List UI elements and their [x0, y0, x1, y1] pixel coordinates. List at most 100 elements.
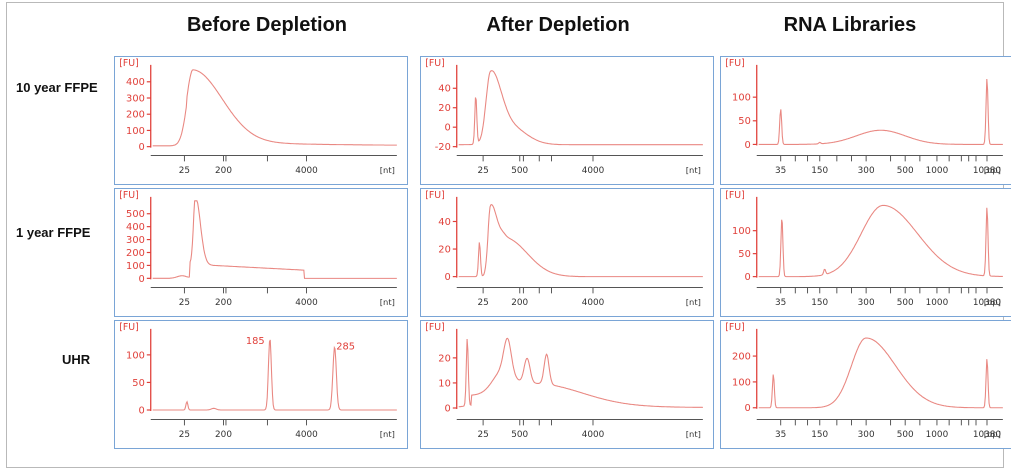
electropherogram-plot: [FU] 0 100 200 300 400 500 25 200 4000 [nt] [119, 190, 397, 308]
y-axis-unit-label: [FU] [725, 190, 745, 201]
x-axis-unit-label: [nt] [686, 297, 701, 307]
column-title-before-depletion: Before Depletion [186, 14, 348, 36]
x-tick-label: 500 [511, 166, 528, 176]
x-axis-unit-label: [nt] [380, 429, 395, 439]
x-tick-label: 25 [179, 430, 190, 440]
x-tick-label: 1000 [926, 298, 949, 308]
x-tick-label: 300 [858, 298, 875, 308]
electropherogram-panel: [FU] 0 20 40 25 200 4000 [nt] [420, 188, 714, 317]
x-tick-label: 4000 [582, 430, 605, 440]
x-tick-label: 300 [858, 430, 875, 440]
y-axis-unit-label: [FU] [425, 190, 445, 201]
x-tick-label: 4000 [295, 430, 318, 440]
fluorescence-trace [458, 337, 703, 408]
y-tick-label: 0 [445, 123, 451, 134]
x-tick-label: 1000 [926, 430, 949, 440]
x-tick-label: 1000 [926, 166, 949, 176]
y-tick-label: 20 [438, 103, 451, 114]
fluorescence-trace [458, 70, 703, 146]
y-tick-label: 0 [745, 140, 751, 151]
y-tick-label: 200 [732, 352, 751, 363]
electropherogram-panel: [FU] 0 100 200 300 400 500 25 200 4000 [nt] [114, 188, 408, 317]
y-tick-label: 20 [438, 245, 451, 256]
y-tick-label: 0 [745, 272, 751, 283]
x-tick-label: 150 [811, 298, 828, 308]
x-axis-unit-label: [bp] [984, 429, 1001, 439]
x-tick-label: 35 [775, 166, 786, 176]
x-tick-label: 200 [511, 298, 528, 308]
x-tick-label: 10380 [973, 166, 1002, 176]
electropherogram-plot: [FU] -20 0 20 40 25 500 4000 [nt] [425, 58, 703, 176]
y-tick-label: 0 [745, 403, 751, 414]
x-tick-label: 500 [897, 298, 914, 308]
y-tick-label: 0 [139, 405, 145, 416]
column-title-rna-libraries: RNA Libraries [783, 14, 917, 36]
x-tick-label: 500 [897, 166, 914, 176]
peak-annotation: 185 [246, 336, 265, 347]
y-tick-label: 400 [126, 77, 145, 88]
electropherogram-panel: [FU] 0 50 100 25 200 4000 [nt] 185 285 [114, 320, 408, 449]
y-tick-label: 50 [738, 249, 751, 260]
electropherogram-panel: [FU] 0 10 20 25 500 4000 [nt] [420, 320, 714, 449]
fluorescence-trace [758, 79, 1003, 145]
row-label-1-year-ffpe: 1 year FFPE [16, 225, 91, 240]
electropherogram-plot: [FU] 0 20 40 25 200 4000 [nt] [425, 190, 703, 308]
electropherogram-plot: [FU] 0 100 200 35 150 300 500 1000 10380[bp] [725, 322, 1003, 440]
y-tick-label: 100 [126, 126, 145, 137]
fluorescence-trace [758, 337, 1003, 409]
x-tick-label: 4000 [295, 298, 318, 308]
x-tick-label: 25 [477, 166, 488, 176]
y-axis-unit-label: [FU] [725, 322, 745, 333]
x-tick-label: 500 [511, 430, 528, 440]
y-axis-unit-label: [FU] [425, 322, 445, 333]
y-tick-label: 50 [132, 378, 145, 389]
y-tick-label: 200 [126, 248, 145, 259]
fluorescence-trace [758, 204, 1003, 278]
row-label-uhr: UHR [62, 352, 91, 367]
y-tick-label: 20 [438, 353, 451, 364]
x-tick-label: 150 [811, 166, 828, 176]
x-tick-label: 150 [811, 430, 828, 440]
x-axis-unit-label: [nt] [380, 297, 395, 307]
y-tick-label: 300 [126, 235, 145, 246]
electropherogram-plot: [FU] 0 50 100 25 200 4000 [nt] 185 285 [119, 322, 397, 440]
fluorescence-trace [152, 339, 397, 411]
y-tick-label: 400 [126, 222, 145, 233]
y-tick-label: 0 [139, 274, 145, 285]
y-tick-label: 100 [126, 261, 145, 272]
peak-annotation: 285 [336, 341, 355, 352]
x-tick-label: 200 [215, 430, 232, 440]
y-tick-label: 40 [438, 84, 451, 95]
x-axis-unit-label: [nt] [686, 165, 701, 175]
electropherogram-panel: [FU] 0 50 100 35 150 300 500 1000 10380 [bp] [720, 188, 1011, 317]
y-tick-label: 40 [438, 217, 451, 228]
x-tick-label: 200 [215, 166, 232, 176]
y-tick-label: 10 [438, 378, 451, 389]
y-tick-label: 50 [738, 116, 751, 127]
x-axis-unit-label: [nt] [686, 429, 701, 439]
y-tick-label: 100 [732, 377, 751, 388]
fluorescence-trace [152, 69, 397, 147]
x-axis-unit-label: [bp] [984, 165, 1001, 175]
x-tick-label: 300 [858, 166, 875, 176]
x-tick-label: 35 [775, 430, 786, 440]
y-tick-label: -20 [435, 142, 451, 153]
electropherogram-plot: [FU] 0 10 20 25 500 4000 [nt] [425, 322, 703, 440]
x-axis-unit-label: [bp] [984, 297, 1001, 307]
x-tick-label: 500 [897, 430, 914, 440]
x-tick-label: 4000 [582, 166, 605, 176]
y-axis-unit-label: [FU] [425, 58, 445, 69]
x-tick-label: 25 [179, 166, 190, 176]
y-tick-label: 100 [732, 226, 751, 237]
x-tick-label: 35 [775, 298, 786, 308]
fluorescence-trace [458, 203, 703, 278]
x-tick-label: 200 [215, 298, 232, 308]
electropherogram-panel: [FU] 0 50 100 35 150 300 500 1000 10380 [bp] [720, 56, 1011, 185]
y-tick-label: 200 [126, 110, 145, 121]
y-tick-label: 0 [139, 142, 145, 153]
x-tick-label: 25 [179, 298, 190, 308]
y-tick-label: 100 [732, 93, 751, 104]
y-tick-label: 500 [126, 209, 145, 220]
row-label-10-year-ffpe: 10 year FFPE [16, 80, 98, 95]
y-tick-label: 300 [126, 93, 145, 104]
